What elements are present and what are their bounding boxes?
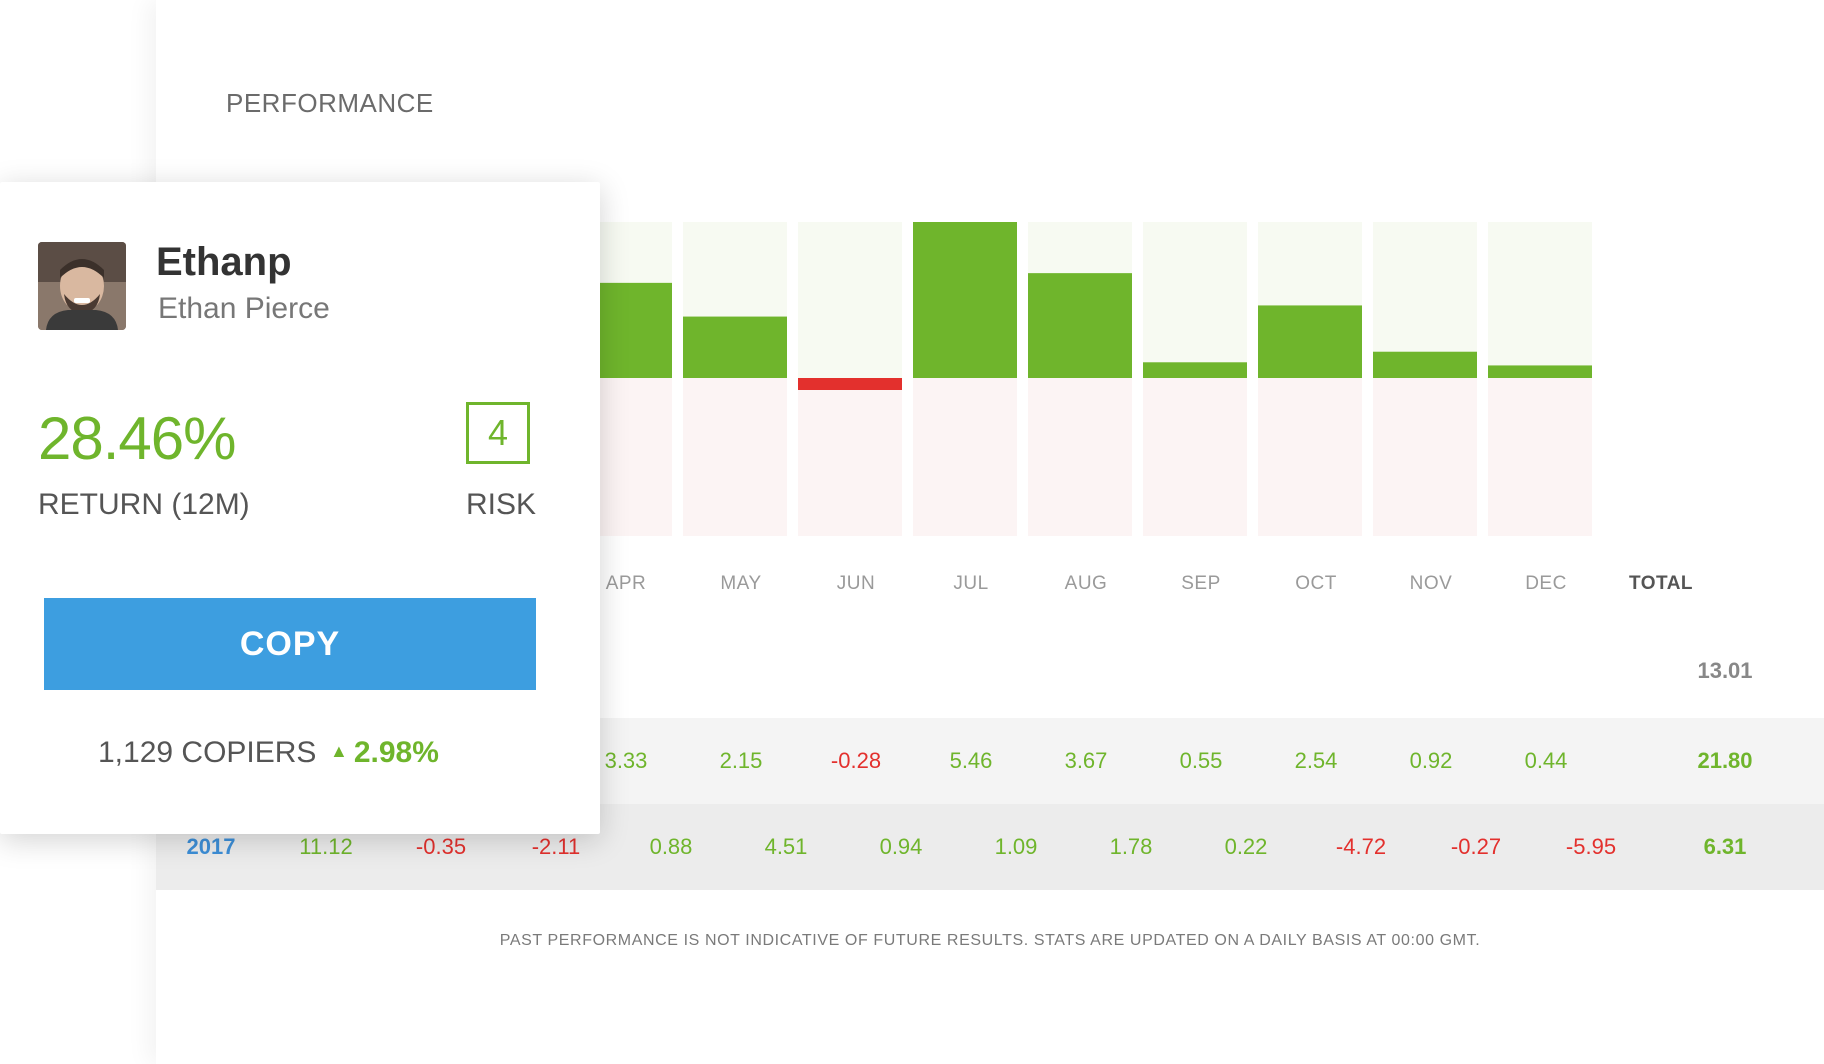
month-label-oct: OCT: [1295, 573, 1337, 594]
month-label-jun: JUN: [836, 573, 876, 594]
table-cell: 1.78: [1109, 834, 1153, 859]
table-cell-total: 13.01: [1697, 658, 1753, 683]
risk-score: 4: [466, 402, 530, 464]
table-cell: -0.35: [415, 834, 467, 859]
table-cell: 3.67: [1064, 748, 1108, 773]
chart-col-bg-pos: [798, 222, 902, 378]
table-cell: 2.15: [719, 748, 763, 773]
chart-col-bg-neg: [1488, 378, 1592, 536]
trader-card: Ethanp Ethan Pierce 28.46% RETURN (12M) …: [0, 182, 600, 834]
table-cell: 3.33: [604, 748, 648, 773]
month-label-may: MAY: [720, 573, 762, 594]
month-label-total: TOTAL: [1628, 573, 1694, 594]
copy-button[interactable]: COPY: [44, 598, 536, 690]
chart-bar-aug: [1028, 273, 1132, 378]
chart-bar-may: [683, 316, 787, 378]
chart-col-bg-neg: [1143, 378, 1247, 536]
copiers-count: 1,129 COPIERS: [98, 736, 317, 769]
return-label: RETURN (12M): [38, 488, 250, 521]
month-label-apr: APR: [605, 573, 647, 594]
table-cell: 0.88: [649, 834, 693, 859]
gain-value: 2.98%: [353, 736, 439, 769]
table-cell: -4.72: [1335, 834, 1387, 859]
table-cell: 1.09: [994, 834, 1038, 859]
risk-label: RISK: [466, 488, 537, 521]
chart-col-bg-pos: [1488, 222, 1592, 378]
chart-bar-sep: [1143, 362, 1247, 378]
chart-bar-dec: [1488, 365, 1592, 378]
username[interactable]: Ethanp: [156, 240, 292, 284]
month-label-aug: AUG: [1064, 573, 1108, 594]
chart-col-bg-neg: [683, 378, 787, 536]
chart-bar-jun: [798, 378, 902, 390]
month-label-dec: DEC: [1525, 573, 1567, 594]
chart-col-bg-neg: [1258, 378, 1362, 536]
month-label-nov: NOV: [1409, 573, 1453, 594]
chart-col-bg-neg: [1028, 378, 1132, 536]
disclaimer: PAST PERFORMANCE IS NOT INDICATIVE OF FU…: [499, 932, 1481, 949]
user-photo-icon: [38, 242, 126, 330]
month-label-jul: JUL: [953, 573, 989, 594]
chart-col-bg-pos: [1143, 222, 1247, 378]
return-value: 28.46%: [38, 405, 236, 472]
chart-col-bg-neg: [913, 378, 1017, 536]
table-cell: 0.44: [1524, 748, 1568, 773]
fullname: Ethan Pierce: [158, 292, 330, 325]
table-cell-total: 6.31: [1703, 834, 1747, 859]
chart-bar-oct: [1258, 305, 1362, 378]
performance-title: PERFORMANCE: [226, 88, 434, 118]
performance-panel: PERFORMANCE 13.01 03.332.15-0.285.463.67…: [156, 0, 1824, 1064]
table-cell: 0.94: [879, 834, 923, 859]
chart-bar-jul: [913, 222, 1017, 378]
table-cell: 4.51: [764, 834, 808, 859]
table-cell: 11.12: [299, 834, 353, 859]
avatar[interactable]: [38, 242, 126, 330]
table-cell: 0.22: [1224, 834, 1268, 859]
table-cell: -2.11: [531, 834, 581, 859]
table-cell: -0.27: [1450, 834, 1502, 859]
chart-col-bg-neg: [798, 378, 902, 536]
table-cell-year[interactable]: 2017: [186, 834, 236, 859]
table-cell: 0.55: [1179, 748, 1223, 773]
chart-bar-nov: [1373, 351, 1477, 378]
month-label-sep: SEP: [1181, 573, 1221, 594]
table-cell-total: 21.80: [1697, 748, 1753, 773]
copiers-gain: ▲ 2.98%: [330, 736, 439, 770]
table-cell: 5.46: [949, 748, 993, 773]
table-cell: 2.54: [1294, 748, 1338, 773]
table-cell: 0.92: [1409, 748, 1453, 773]
chart-col-bg-neg: [1373, 378, 1477, 536]
table-cell: -5.95: [1565, 834, 1617, 859]
triangle-up-icon: ▲: [330, 741, 348, 761]
table-cell: -0.28: [830, 748, 882, 773]
